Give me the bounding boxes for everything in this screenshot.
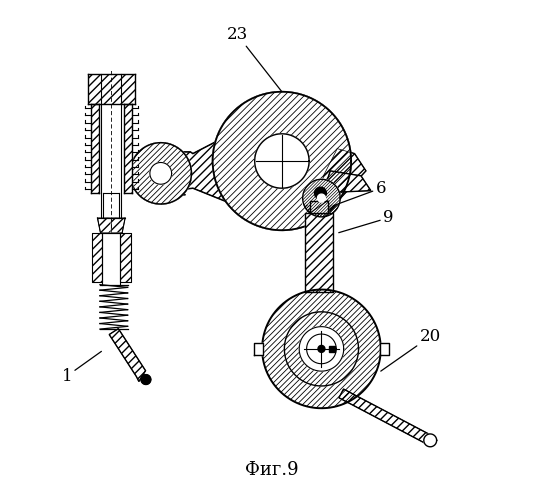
Polygon shape [317, 148, 366, 210]
Text: 1: 1 [61, 352, 101, 384]
Polygon shape [120, 232, 131, 282]
Polygon shape [109, 328, 146, 382]
Polygon shape [314, 187, 326, 199]
Polygon shape [141, 374, 151, 384]
Polygon shape [318, 346, 325, 352]
Polygon shape [307, 334, 336, 364]
Polygon shape [158, 102, 292, 220]
Polygon shape [130, 142, 191, 204]
Text: Фиг.9: Фиг.9 [245, 461, 299, 479]
Polygon shape [339, 389, 432, 444]
Polygon shape [150, 162, 171, 184]
Polygon shape [299, 326, 344, 371]
Polygon shape [302, 180, 340, 208]
Polygon shape [254, 342, 263, 355]
Polygon shape [102, 232, 120, 284]
Polygon shape [424, 434, 437, 447]
Polygon shape [285, 312, 358, 386]
Polygon shape [213, 92, 351, 230]
Polygon shape [329, 346, 335, 352]
Polygon shape [91, 232, 102, 282]
Text: 20: 20 [381, 328, 441, 371]
Polygon shape [88, 74, 135, 104]
Polygon shape [112, 218, 125, 232]
Polygon shape [130, 142, 191, 204]
Text: 23: 23 [227, 26, 282, 92]
Polygon shape [318, 194, 325, 202]
Polygon shape [103, 193, 119, 218]
Polygon shape [302, 180, 340, 204]
Polygon shape [305, 213, 333, 292]
Polygon shape [213, 92, 351, 230]
Polygon shape [90, 104, 99, 193]
Polygon shape [150, 162, 171, 184]
Polygon shape [255, 134, 309, 188]
Text: 6: 6 [334, 180, 386, 206]
Polygon shape [123, 104, 132, 193]
Polygon shape [262, 290, 381, 408]
Polygon shape [255, 134, 309, 188]
Polygon shape [380, 342, 389, 355]
Polygon shape [316, 171, 371, 217]
Polygon shape [97, 218, 112, 232]
Text: 9: 9 [339, 210, 393, 233]
Polygon shape [101, 74, 121, 218]
Polygon shape [310, 200, 328, 213]
